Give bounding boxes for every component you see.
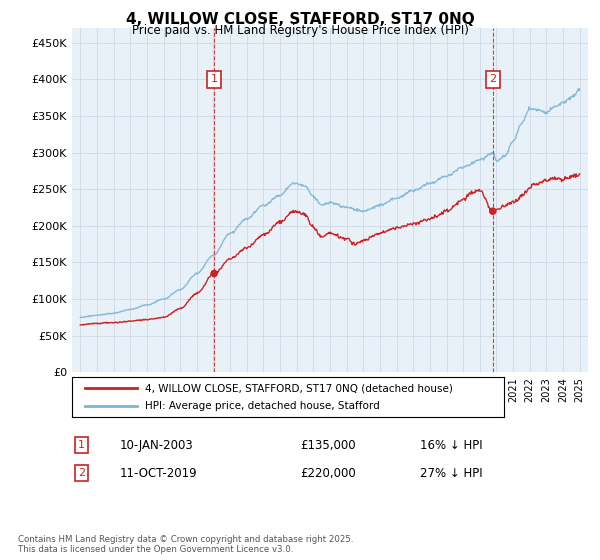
Point (488, 207, 497, 216)
Text: £220,000: £220,000 (300, 466, 356, 480)
Text: 11-OCT-2019: 11-OCT-2019 (120, 466, 197, 480)
Text: £135,000: £135,000 (300, 438, 356, 452)
Text: 1: 1 (78, 440, 85, 450)
Text: 4, WILLOW CLOSE, STAFFORD, ST17 0NQ (detached house): 4, WILLOW CLOSE, STAFFORD, ST17 0NQ (det… (145, 383, 454, 393)
Point (209, 269, 219, 278)
Text: 27% ↓ HPI: 27% ↓ HPI (420, 466, 482, 480)
Text: 4, WILLOW CLOSE, STAFFORD, ST17 0NQ: 4, WILLOW CLOSE, STAFFORD, ST17 0NQ (125, 12, 475, 27)
Text: 2: 2 (78, 468, 85, 478)
Text: 2: 2 (489, 74, 496, 85)
Text: 1: 1 (211, 74, 218, 85)
Text: 16% ↓ HPI: 16% ↓ HPI (420, 438, 482, 452)
Text: Contains HM Land Registry data © Crown copyright and database right 2025.
This d: Contains HM Land Registry data © Crown c… (18, 535, 353, 554)
Text: 10-JAN-2003: 10-JAN-2003 (120, 438, 194, 452)
Text: Price paid vs. HM Land Registry's House Price Index (HPI): Price paid vs. HM Land Registry's House … (131, 24, 469, 36)
Text: HPI: Average price, detached house, Stafford: HPI: Average price, detached house, Staf… (145, 401, 380, 411)
